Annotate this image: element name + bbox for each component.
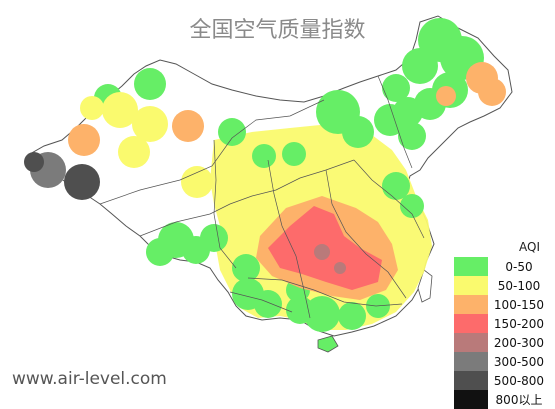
legend-swatch (454, 352, 488, 371)
china-aqi-map (24, 15, 513, 353)
hainan-island (317, 335, 339, 353)
legend-label: 200-300 (493, 335, 545, 350)
legend-row: 300-500 (454, 352, 550, 371)
legend-row: 500-800 (454, 371, 550, 390)
legend-swatch (454, 295, 488, 314)
legend-swatch (454, 333, 488, 352)
legend-swatch (454, 314, 488, 333)
taiwan-island (417, 269, 433, 303)
aqi-legend: AQI 0-50 50-100 100-150 150-200 200-300 300-5… (454, 238, 550, 409)
legend-label: 0-50 (505, 259, 533, 274)
legend-row: 0-50 (454, 257, 550, 276)
legend-rows: 0-50 50-100 100-150 150-200 200-300 300-500 50… (454, 257, 550, 409)
map-title: 全国空气质量指数 (189, 18, 366, 43)
legend-label: 300-500 (493, 354, 545, 369)
aqi-zone-heavy (314, 244, 346, 274)
legend-row: 50-100 (454, 276, 550, 295)
legend-row: 150-200 (454, 314, 550, 333)
province-borders (99, 75, 425, 319)
aqi-zone-gray-west (24, 152, 100, 200)
legend-row: 100-150 (454, 295, 550, 314)
legend-swatch (454, 276, 488, 295)
legend-label: 500-800 (493, 373, 545, 388)
legend-label: 100-150 (493, 297, 545, 312)
legend-swatch (454, 371, 488, 390)
website-watermark: www.air-level.com (12, 369, 167, 389)
legend-swatch (454, 257, 488, 276)
legend-label: 150-200 (493, 316, 545, 331)
legend-row: 200-300 (454, 333, 550, 352)
aqi-zone-yellow-west (80, 92, 213, 198)
legend-title: AQI (519, 240, 540, 254)
legend-label: 50-100 (497, 278, 541, 293)
